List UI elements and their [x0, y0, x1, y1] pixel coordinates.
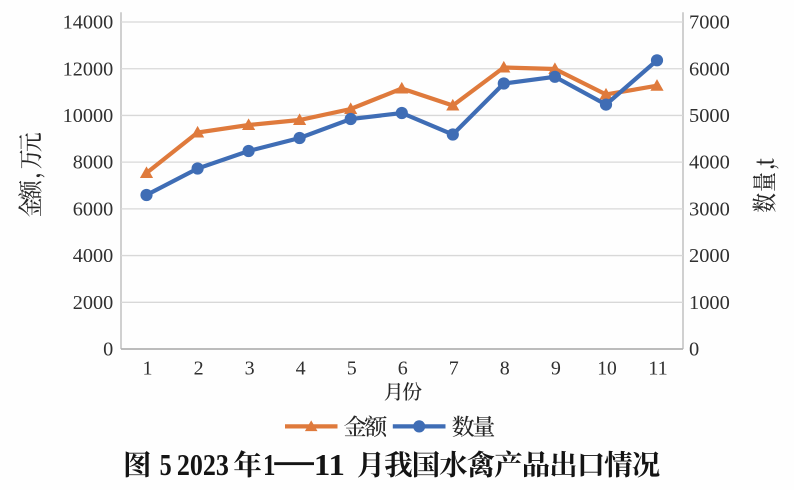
- svg-text:1: 1: [263, 447, 276, 482]
- svg-text:2023: 2023: [177, 447, 229, 482]
- svg-text:2: 2: [194, 358, 204, 380]
- svg-text:6: 6: [398, 358, 408, 380]
- svg-text:9: 9: [551, 358, 561, 380]
- svg-text:12000: 12000: [63, 59, 114, 80]
- svg-text:7: 7: [449, 358, 459, 380]
- svg-text:3: 3: [245, 358, 255, 380]
- svg-text:2000: 2000: [73, 293, 113, 314]
- svg-text:8000: 8000: [73, 153, 113, 174]
- svg-text:8: 8: [500, 358, 510, 380]
- svg-text:3000: 3000: [689, 200, 730, 221]
- svg-text:6000: 6000: [689, 59, 730, 80]
- svg-text:10000: 10000: [63, 106, 114, 127]
- svg-text:5: 5: [347, 358, 357, 380]
- svg-text:0: 0: [103, 340, 113, 361]
- svg-text:11: 11: [648, 358, 668, 380]
- svg-text:7000: 7000: [689, 13, 730, 34]
- svg-text:1: 1: [143, 358, 153, 380]
- svg-text:4: 4: [296, 358, 306, 380]
- svg-text:2000: 2000: [689, 246, 730, 267]
- svg-text:0: 0: [689, 340, 699, 361]
- svg-text:14000: 14000: [63, 13, 114, 34]
- svg-text:4000: 4000: [689, 153, 730, 174]
- svg-text:5000: 5000: [689, 106, 730, 127]
- svg-text:10: 10: [597, 358, 617, 380]
- svg-text:6000: 6000: [73, 200, 113, 221]
- svg-text:1000: 1000: [689, 293, 730, 314]
- svg-text:4000: 4000: [73, 246, 113, 267]
- svg-text:11: 11: [314, 447, 345, 482]
- svg-text:5: 5: [160, 447, 172, 482]
